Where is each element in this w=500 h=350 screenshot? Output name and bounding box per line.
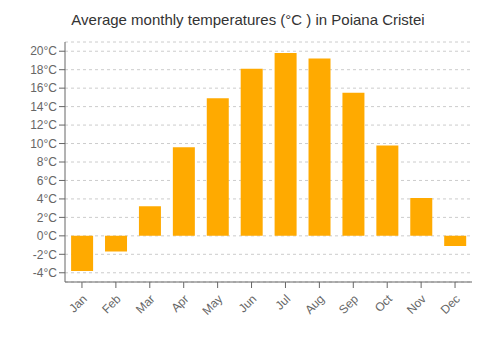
svg-text:-4°C: -4°C [33,266,57,280]
svg-text:Mar: Mar [133,292,158,317]
svg-text:Oct: Oct [372,291,396,315]
svg-text:16°C: 16°C [30,81,57,95]
svg-text:20°C: 20°C [30,44,57,58]
svg-text:Nov: Nov [404,292,429,317]
svg-text:6°C: 6°C [37,174,57,188]
svg-text:2°C: 2°C [37,211,57,225]
svg-text:10°C: 10°C [30,137,57,151]
svg-text:Apr: Apr [168,292,191,315]
svg-text:Dec: Dec [438,292,463,317]
svg-text:18°C: 18°C [30,63,57,77]
svg-text:-2°C: -2°C [33,248,57,262]
svg-text:14°C: 14°C [30,100,57,114]
svg-text:Jan: Jan [66,292,90,316]
svg-text:May: May [199,292,225,318]
svg-text:Sep: Sep [336,292,361,317]
svg-text:Feb: Feb [99,292,124,317]
html-text:Average monthly temperatures (: Average monthly temperatures (°C ) in Po… [71,11,425,28]
svg-text:0°C: 0°C [37,229,57,243]
svg-text:8°C: 8°C [37,155,57,169]
svg-text:Jun: Jun [236,292,260,316]
svg-text:Aug: Aug [302,292,327,317]
svg-text:4°C: 4°C [37,192,57,206]
svg-text:Jul: Jul [272,292,293,313]
svg-text:12°C: 12°C [30,118,57,132]
